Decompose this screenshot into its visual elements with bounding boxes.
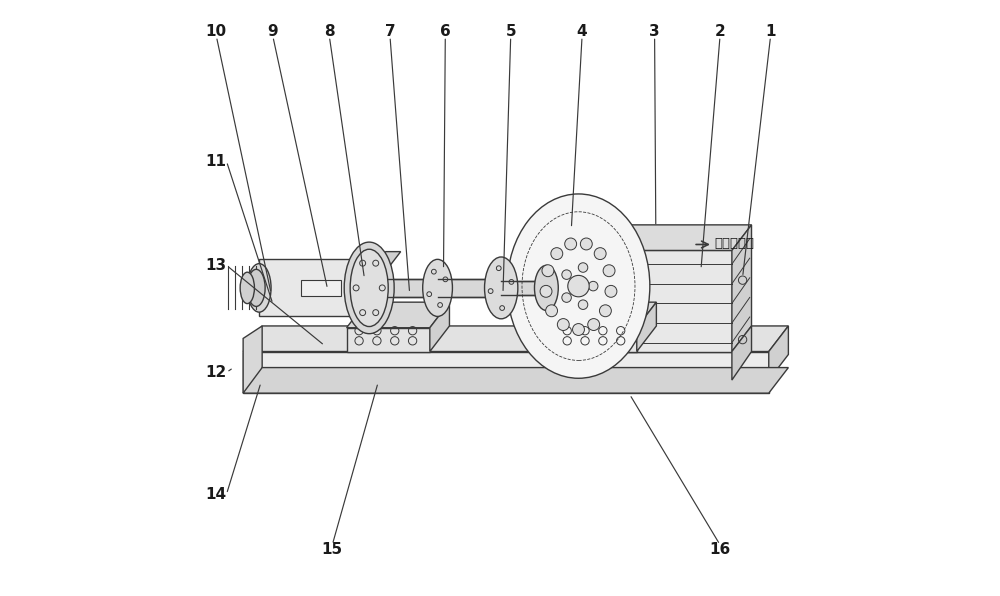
Polygon shape: [637, 302, 656, 352]
Polygon shape: [366, 252, 401, 277]
Polygon shape: [555, 328, 637, 352]
Circle shape: [573, 324, 584, 336]
Circle shape: [588, 281, 598, 291]
Circle shape: [603, 265, 615, 277]
Text: 8: 8: [324, 24, 335, 39]
Polygon shape: [604, 250, 732, 352]
Polygon shape: [243, 368, 788, 393]
Text: 7: 7: [385, 24, 395, 39]
Ellipse shape: [247, 269, 265, 306]
Ellipse shape: [507, 194, 650, 378]
Text: 12: 12: [205, 365, 226, 380]
Polygon shape: [430, 302, 449, 352]
Polygon shape: [554, 225, 624, 250]
Text: 9: 9: [268, 24, 278, 39]
Ellipse shape: [350, 249, 388, 327]
Polygon shape: [554, 250, 604, 352]
Circle shape: [562, 270, 571, 280]
Ellipse shape: [344, 242, 394, 334]
Ellipse shape: [240, 272, 254, 303]
Ellipse shape: [423, 259, 452, 316]
Circle shape: [557, 319, 569, 331]
Polygon shape: [243, 380, 769, 393]
Text: 3: 3: [649, 24, 660, 39]
Circle shape: [546, 305, 558, 316]
Text: 5: 5: [505, 24, 516, 39]
Circle shape: [588, 319, 600, 331]
Polygon shape: [243, 326, 788, 352]
Polygon shape: [732, 326, 752, 380]
Circle shape: [542, 265, 554, 277]
Circle shape: [578, 263, 588, 272]
Text: 14: 14: [205, 487, 226, 502]
Text: 加工进给向: 加工进给向: [714, 237, 754, 250]
Ellipse shape: [485, 257, 518, 319]
Text: 15: 15: [322, 542, 343, 557]
Ellipse shape: [357, 259, 379, 316]
Circle shape: [578, 300, 588, 309]
Polygon shape: [347, 328, 430, 352]
Polygon shape: [555, 302, 656, 328]
Circle shape: [594, 248, 606, 260]
Text: 11: 11: [205, 154, 226, 169]
Circle shape: [565, 238, 577, 250]
Polygon shape: [501, 281, 548, 295]
Circle shape: [568, 275, 589, 297]
Polygon shape: [369, 279, 435, 297]
Circle shape: [605, 285, 617, 297]
Polygon shape: [366, 277, 381, 304]
Bar: [301, 280, 341, 296]
Text: 6: 6: [440, 24, 451, 39]
Polygon shape: [732, 225, 752, 352]
Circle shape: [540, 285, 552, 297]
Polygon shape: [604, 225, 752, 250]
Text: 1: 1: [765, 24, 776, 39]
Text: 13: 13: [205, 258, 226, 273]
Polygon shape: [347, 302, 449, 328]
Text: 16: 16: [709, 542, 731, 557]
Polygon shape: [259, 259, 368, 316]
Ellipse shape: [247, 263, 271, 312]
Polygon shape: [243, 326, 262, 393]
Polygon shape: [243, 352, 769, 380]
Circle shape: [551, 248, 563, 260]
Text: 4: 4: [577, 24, 587, 39]
Text: 2: 2: [715, 24, 725, 39]
Polygon shape: [438, 279, 500, 297]
Text: 10: 10: [206, 24, 227, 39]
Circle shape: [562, 293, 571, 302]
Polygon shape: [769, 326, 788, 380]
Circle shape: [599, 305, 611, 316]
Circle shape: [580, 238, 592, 250]
Ellipse shape: [534, 265, 558, 311]
